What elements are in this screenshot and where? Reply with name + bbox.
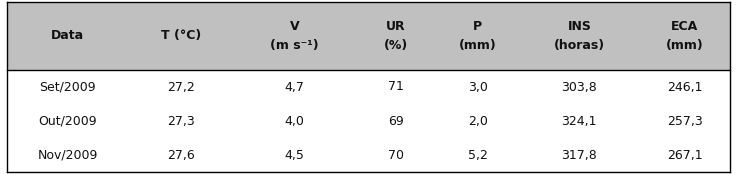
Text: P: P — [473, 20, 483, 33]
Text: 27,6: 27,6 — [167, 149, 195, 162]
Text: 5,2: 5,2 — [468, 149, 488, 162]
Text: 303,8: 303,8 — [562, 81, 597, 93]
Text: 2,0: 2,0 — [468, 115, 488, 128]
Text: 27,2: 27,2 — [167, 81, 195, 93]
Text: V: V — [290, 20, 299, 33]
Text: 70: 70 — [388, 149, 404, 162]
Text: INS: INS — [567, 20, 591, 33]
Text: 3,0: 3,0 — [468, 81, 488, 93]
Text: Nov/2009: Nov/2009 — [38, 149, 98, 162]
Text: 246,1: 246,1 — [667, 81, 702, 93]
Text: T (°C): T (°C) — [161, 29, 201, 42]
Text: (horas): (horas) — [553, 39, 605, 52]
Text: 267,1: 267,1 — [667, 149, 702, 162]
Bar — [7, 2, 730, 70]
Text: 4,0: 4,0 — [284, 115, 304, 128]
Text: 4,7: 4,7 — [284, 81, 304, 93]
Text: 317,8: 317,8 — [562, 149, 597, 162]
Text: (m s⁻¹): (m s⁻¹) — [270, 39, 318, 52]
Text: ECA: ECA — [671, 20, 699, 33]
Text: UR: UR — [386, 20, 405, 33]
Text: Data: Data — [52, 29, 85, 42]
Text: 257,3: 257,3 — [667, 115, 702, 128]
Text: (mm): (mm) — [459, 39, 497, 52]
Text: (mm): (mm) — [666, 39, 704, 52]
Text: 27,3: 27,3 — [167, 115, 195, 128]
Text: 71: 71 — [388, 81, 404, 93]
Text: 324,1: 324,1 — [562, 115, 597, 128]
Text: 69: 69 — [388, 115, 404, 128]
Text: Set/2009: Set/2009 — [40, 81, 97, 93]
Bar — [7, 70, 730, 172]
Text: (%): (%) — [384, 39, 408, 52]
Text: Out/2009: Out/2009 — [38, 115, 97, 128]
Text: 4,5: 4,5 — [284, 149, 304, 162]
